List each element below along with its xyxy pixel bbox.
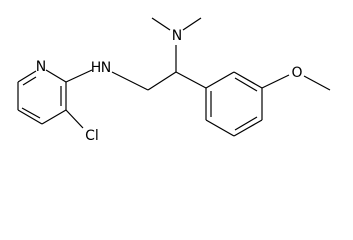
atom-label: Cl — [85, 128, 99, 144]
bonds — [17, 17, 331, 137]
double-bond — [234, 116, 258, 131]
double-bond — [234, 77, 258, 92]
bond — [147, 71, 177, 91]
atom-label: N — [36, 59, 46, 75]
bond — [175, 71, 207, 89]
bond — [205, 71, 235, 89]
bond — [111, 71, 149, 91]
bond — [17, 70, 37, 83]
bond — [151, 17, 171, 31]
atom-label: H — [91, 60, 102, 76]
bond — [182, 17, 202, 31]
bond — [45, 69, 67, 83]
bond — [17, 109, 43, 125]
bond — [261, 74, 290, 89]
bond — [65, 109, 84, 129]
structure-diagram: N H N Cl N O — [17, 17, 331, 144]
bond — [233, 71, 263, 89]
bond — [233, 119, 263, 137]
bond — [205, 119, 235, 137]
atom-label: N — [172, 28, 182, 44]
double-bond — [22, 76, 37, 86]
bond — [41, 109, 67, 125]
atom-label: N — [101, 60, 111, 76]
bond — [65, 69, 93, 83]
page: N H N Cl N O (() => { const data = JSON.… — [17, 17, 331, 144]
atom-label: O — [291, 65, 302, 81]
double-bond — [21, 107, 41, 119]
bond — [303, 75, 331, 91]
